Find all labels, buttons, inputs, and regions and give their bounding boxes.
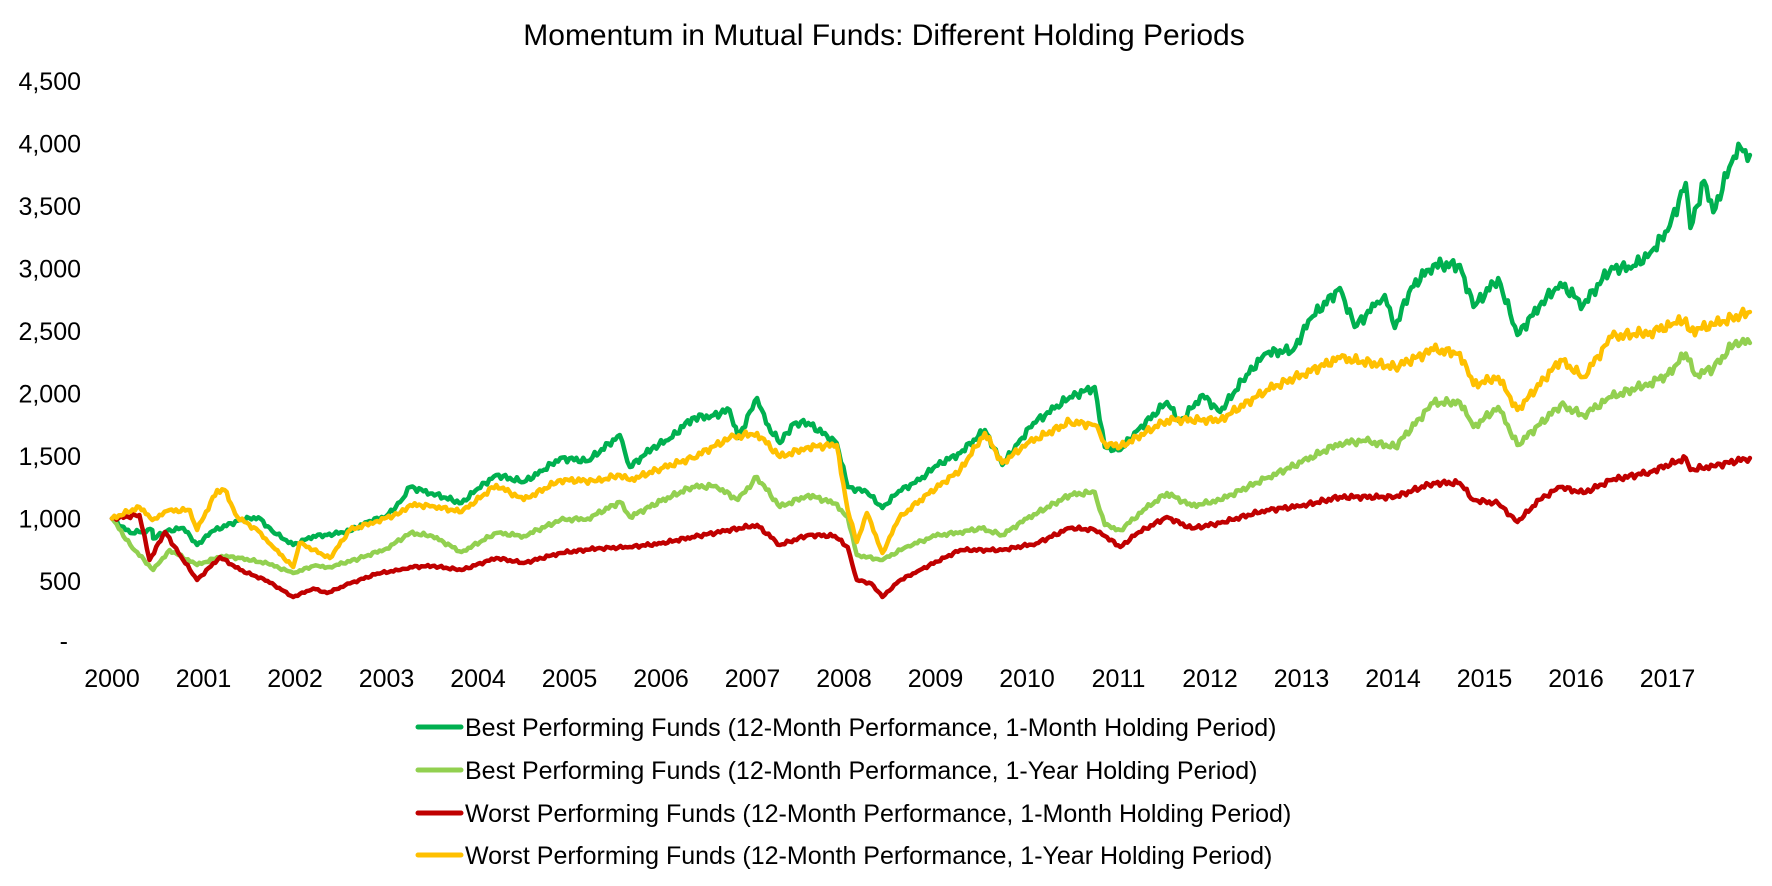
y-tick-label: 4,000 [18, 131, 81, 159]
series-line-4 [109, 306, 1753, 570]
x-tick-label: 2009 [908, 665, 964, 693]
plot-area [109, 141, 1753, 600]
y-tick-label: 1,000 [18, 506, 81, 534]
x-tick-label: 2013 [1274, 665, 1330, 693]
y-tick-label: 3,500 [18, 193, 81, 221]
x-tick-label: 2006 [633, 665, 689, 693]
legend-item: Best Performing Funds (12-Month Performa… [415, 714, 1276, 742]
y-axis-ticks: - 500 1,000 1,500 2,000 2,500 3,000 3,500 4,000 4… [18, 68, 81, 656]
y-tick-label: 4,500 [18, 68, 81, 96]
legend-label: Best Performing Funds (12-Month Performa… [465, 757, 1258, 785]
x-tick-label: 2014 [1365, 665, 1421, 693]
legend-item: Worst Performing Funds (12-Month Perform… [415, 842, 1272, 870]
x-tick-label: 2001 [176, 665, 232, 693]
x-tick-label: 2000 [84, 665, 140, 693]
x-tick-label: 2010 [999, 665, 1055, 693]
x-tick-label: 2011 [1092, 665, 1146, 693]
legend-item: Best Performing Funds (12-Month Performa… [415, 757, 1258, 785]
legend-label: Best Performing Funds (12-Month Performa… [465, 714, 1276, 742]
x-tick-label: 2005 [542, 665, 598, 693]
y-tick-label: 2,000 [18, 381, 81, 409]
x-tick-label: 2002 [267, 665, 323, 693]
legend-item: Worst Performing Funds (12-Month Perform… [415, 800, 1291, 828]
x-tick-label: 2016 [1548, 665, 1604, 693]
chart-title: Momentum in Mutual Funds: Different Hold… [523, 19, 1244, 52]
x-tick-label: 2004 [450, 665, 506, 693]
y-tick-label: 2,500 [18, 318, 81, 346]
legend-label: Worst Performing Funds (12-Month Perform… [465, 842, 1272, 870]
legend: Best Performing Funds (12-Month Performa… [415, 714, 1291, 870]
x-tick-label: 2003 [359, 665, 415, 693]
x-tick-label: 2007 [725, 665, 781, 693]
series-line-3 [109, 454, 1753, 600]
x-tick-label: 2015 [1457, 665, 1513, 693]
series-line-1 [109, 141, 1753, 548]
y-tick-label: 500 [39, 568, 81, 596]
y-tick-label: 3,000 [18, 256, 81, 284]
series-line-2 [109, 336, 1753, 576]
x-tick-label: 2012 [1182, 665, 1238, 693]
x-tick-label: 2017 [1640, 665, 1696, 693]
y-tick-label: 1,500 [18, 443, 81, 471]
y-tick-label: - [60, 628, 68, 656]
x-tick-label: 2008 [816, 665, 872, 693]
legend-label: Worst Performing Funds (12-Month Perform… [465, 800, 1291, 828]
x-axis-ticks: 2000 2001 2002 2003 2004 2005 2006 2007 2008 2009… [84, 665, 1695, 693]
